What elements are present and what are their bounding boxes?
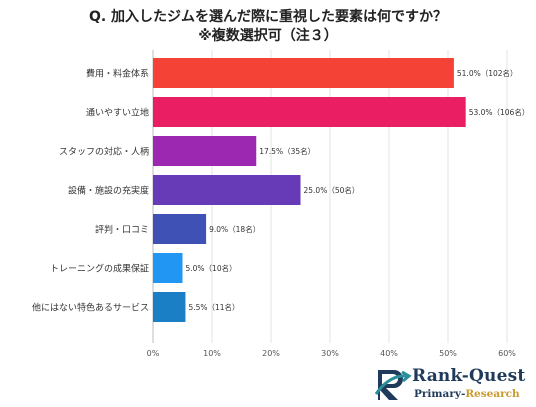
bar xyxy=(153,253,183,283)
bar xyxy=(153,58,454,88)
chart-title-line2: ※複数選択可（注３） xyxy=(198,28,338,44)
rank-quest-logo: Rank-Quest Primary-Research xyxy=(372,364,532,404)
data-label: 17.5%（35名） xyxy=(259,146,315,156)
bar xyxy=(153,214,207,244)
category-label: 他にはない特色あるサービス xyxy=(32,302,149,314)
bar xyxy=(153,97,466,127)
category-label: 通いやすい立地 xyxy=(86,107,149,119)
logo-name: Rank-Quest xyxy=(412,366,526,386)
logo-subtitle-accent: Research xyxy=(465,388,520,400)
x-tick-label: 10% xyxy=(203,349,221,358)
x-tick-label: 20% xyxy=(262,349,280,358)
x-tick-label: 50% xyxy=(439,349,457,358)
bar xyxy=(153,175,301,205)
rank-quest-logo-icon xyxy=(374,370,412,400)
data-label: 53.0%（106名） xyxy=(469,107,530,117)
logo-subtitle-prefix: Primary- xyxy=(414,388,466,400)
x-tick-label: 0% xyxy=(147,349,160,358)
x-tick-label: 40% xyxy=(380,349,398,358)
data-label: 5.0%（10名） xyxy=(186,263,237,273)
category-label: スタッフの対応・人柄 xyxy=(59,146,149,158)
category-label: 費用・料金体系 xyxy=(86,68,149,80)
category-label: トレーニングの成果保証 xyxy=(50,263,149,275)
x-tick-label: 30% xyxy=(321,349,339,358)
logo-subtitle: Primary-Research xyxy=(414,388,520,400)
bar xyxy=(153,136,257,166)
category-label: 設備・施設の充実度 xyxy=(68,185,149,197)
chart-title-line1: Q. 加入したジムを選んだ際に重視した要素は何ですか？ xyxy=(88,9,448,25)
data-label: 51.0%（102名） xyxy=(457,68,518,78)
x-tick-label: 60% xyxy=(498,349,516,358)
category-label: 評判・口コミ xyxy=(95,224,149,236)
chart-title: Q. 加入したジムを選んだ際に重視した要素は何ですか？ ※複数選択可（注３） xyxy=(0,8,536,46)
bar xyxy=(153,292,186,322)
data-label: 25.0%（50名） xyxy=(304,185,360,195)
data-label: 5.5%（11名） xyxy=(188,302,239,312)
data-label: 9.0%（18名） xyxy=(209,224,260,234)
